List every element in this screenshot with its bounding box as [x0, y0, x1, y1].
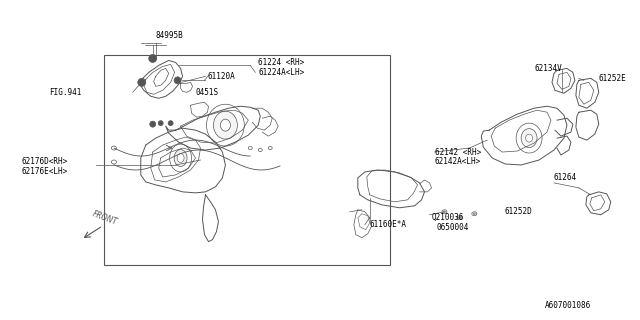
Text: FRONT: FRONT	[91, 209, 118, 227]
Circle shape	[150, 121, 156, 127]
Circle shape	[138, 78, 146, 86]
Ellipse shape	[457, 216, 462, 220]
Circle shape	[170, 122, 172, 124]
Ellipse shape	[174, 149, 187, 166]
Ellipse shape	[268, 147, 272, 149]
Text: Q210036: Q210036	[431, 213, 464, 222]
Text: 61252E: 61252E	[599, 74, 627, 83]
Ellipse shape	[207, 104, 244, 146]
Ellipse shape	[214, 111, 237, 139]
Ellipse shape	[170, 144, 191, 172]
Ellipse shape	[516, 123, 542, 153]
Text: 62176E<LH>: 62176E<LH>	[21, 167, 68, 176]
Text: 61224A<LH>: 61224A<LH>	[259, 68, 305, 77]
Ellipse shape	[525, 134, 532, 142]
Circle shape	[152, 123, 154, 125]
Text: A607001086: A607001086	[545, 301, 591, 310]
Circle shape	[148, 54, 157, 62]
Text: 84995B: 84995B	[156, 31, 184, 40]
Circle shape	[176, 79, 179, 82]
Ellipse shape	[442, 210, 447, 214]
Text: 61252D: 61252D	[504, 207, 532, 216]
Ellipse shape	[259, 148, 262, 152]
Text: 61224 <RH>: 61224 <RH>	[259, 58, 305, 67]
Text: 61160E*A: 61160E*A	[370, 220, 407, 229]
Ellipse shape	[472, 212, 477, 216]
Text: 62134V: 62134V	[534, 64, 562, 73]
Circle shape	[151, 56, 155, 60]
Ellipse shape	[474, 213, 476, 214]
Ellipse shape	[111, 146, 116, 150]
Circle shape	[168, 121, 173, 126]
Text: FIG.941: FIG.941	[49, 88, 81, 97]
Ellipse shape	[521, 129, 537, 148]
Ellipse shape	[220, 119, 230, 131]
Ellipse shape	[458, 217, 460, 219]
Bar	[104, 55, 390, 265]
Text: 62142 <RH>: 62142 <RH>	[435, 148, 481, 156]
Ellipse shape	[177, 154, 184, 163]
Text: 62176D<RH>: 62176D<RH>	[21, 157, 68, 166]
Ellipse shape	[248, 147, 252, 149]
Ellipse shape	[111, 160, 116, 164]
Circle shape	[158, 121, 163, 126]
Text: 0451S: 0451S	[196, 88, 219, 97]
Circle shape	[174, 77, 181, 84]
Text: 61120A: 61120A	[207, 72, 236, 81]
Circle shape	[140, 81, 143, 84]
Text: 0650004: 0650004	[436, 223, 469, 232]
Text: 62142A<LH>: 62142A<LH>	[435, 157, 481, 166]
Text: 61264: 61264	[554, 173, 577, 182]
Ellipse shape	[444, 211, 445, 212]
